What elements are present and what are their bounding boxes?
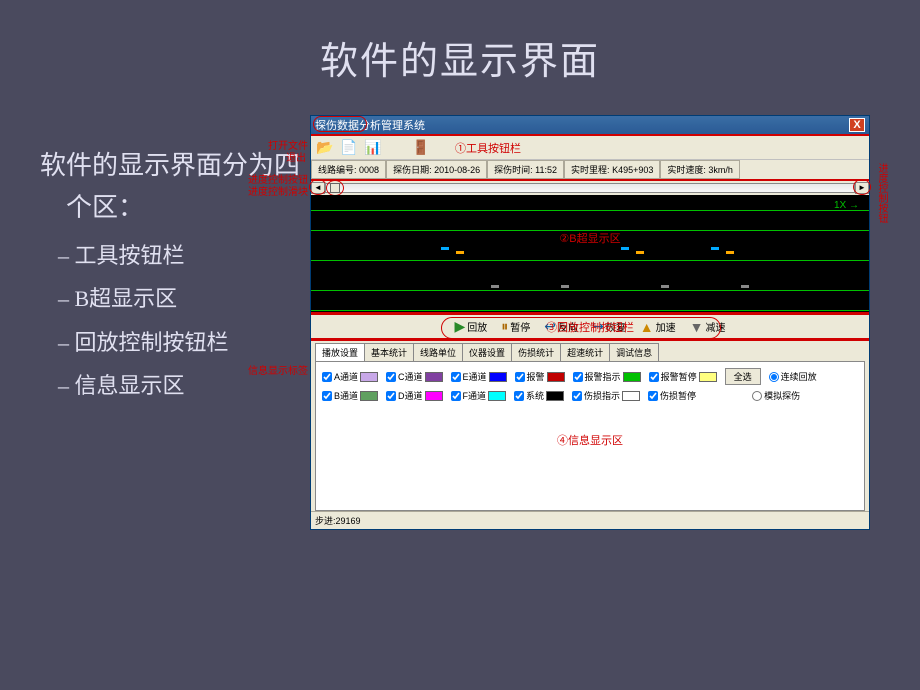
- tab[interactable]: 调试信息: [609, 343, 659, 361]
- channel-item[interactable]: E通道: [451, 370, 507, 383]
- channel-checkbox[interactable]: [322, 391, 332, 401]
- bscan-echo-mark: [636, 251, 644, 254]
- open-file-icon[interactable]: 📂: [315, 138, 335, 158]
- titlebar[interactable]: 探伤数据分析管理系统 X: [311, 116, 869, 134]
- bscan-echo-mark: [441, 247, 449, 250]
- line-no-cell: 线路编号: 0008: [311, 160, 386, 179]
- channel-checkbox[interactable]: [572, 391, 582, 401]
- channel-item[interactable]: 报警指示: [573, 370, 641, 383]
- channel-row: A通道 C通道 E通道报警报警指示报警暂停全选连续回放: [322, 368, 858, 385]
- info-area-annotation: ④信息显示区: [557, 432, 623, 448]
- close-button[interactable]: X: [849, 118, 865, 132]
- speed-cell: 实时速度: 3km/h: [660, 160, 740, 179]
- mileage-cell: 实时里程: K495+903: [564, 160, 660, 179]
- radio-continuous[interactable]: 连续回放: [769, 370, 817, 383]
- bullet-list: 工具按钮栏 B超显示区 回放控制按钮栏 信息显示区: [40, 238, 310, 403]
- playback-bar: ▶回放⏸暂停↩反向↪恢复▲加速▼减速 ③回放控制按钮栏: [311, 315, 869, 341]
- tab[interactable]: 仪器设置: [462, 343, 512, 361]
- channel-item[interactable]: 报警暂停: [649, 370, 717, 383]
- channel-checkbox[interactable]: [514, 391, 524, 401]
- bscan-echo-mark: [661, 285, 669, 288]
- anno-progress-slider: 进度控制滑块: [248, 183, 308, 198]
- bscan-gridline: [311, 290, 869, 291]
- tab[interactable]: 超速统计: [560, 343, 610, 361]
- document-icon[interactable]: 📄: [339, 138, 359, 158]
- channel-item[interactable]: F通道: [451, 389, 507, 402]
- tab[interactable]: 伤损统计: [511, 343, 561, 361]
- info-bar: 线路编号: 0008 探伤日期: 2010-08-26 探伤时间: 11:52 …: [311, 160, 869, 181]
- bscan-gridline: [311, 260, 869, 261]
- channel-checkbox[interactable]: [386, 391, 396, 401]
- channel-item[interactable]: 报警: [515, 370, 565, 383]
- channel-item[interactable]: D通道: [386, 389, 443, 402]
- channel-item[interactable]: 伤损暂停: [648, 389, 696, 402]
- channel-row: B通道 D通道 F通道系统伤损指示伤损暂停 模拟探伤: [322, 389, 858, 402]
- export-icon[interactable]: 📊: [363, 138, 383, 158]
- progress-track[interactable]: [325, 183, 855, 193]
- bscan-echo-mark: [741, 285, 749, 288]
- channel-checkbox[interactable]: [386, 372, 396, 382]
- channel-checkbox[interactable]: [451, 372, 461, 382]
- anno-progress-right: 进度控制按钮: [874, 163, 889, 223]
- bscan-echo-mark: [726, 251, 734, 254]
- bscan-echo-mark: [561, 285, 569, 288]
- bscan-echo-mark: [621, 247, 629, 250]
- channel-item[interactable]: 伤损指示: [572, 389, 640, 402]
- channel-checkbox[interactable]: [451, 391, 461, 401]
- anno-exit: 退出: [286, 149, 306, 164]
- statusbar: 步进:29169: [311, 511, 869, 529]
- circle-annotation: [853, 179, 871, 195]
- circle-annotation: [326, 180, 344, 196]
- toolbar: 📂 📄 📊 🚪 ①工具按钮栏: [311, 134, 869, 160]
- bullet-item: B超显示区: [80, 281, 310, 316]
- bscan-gridline: [311, 230, 869, 231]
- bullet-item: 回放控制按钮栏: [80, 325, 310, 360]
- tab[interactable]: 线路单位: [413, 343, 463, 361]
- tab[interactable]: 播放设置: [315, 343, 365, 361]
- anno-info-tabs: 信息显示标签: [248, 362, 308, 377]
- bscan-annotation: ②B超显示区: [559, 230, 620, 246]
- app-window: 探伤数据分析管理系统 X 📂 📄 📊 🚪 ①工具按钮栏 线路编号: 0008 探…: [310, 115, 870, 530]
- exit-icon[interactable]: 🚪: [411, 138, 431, 158]
- channel-item[interactable]: 系统: [514, 389, 564, 402]
- date-cell: 探伤日期: 2010-08-26: [386, 160, 487, 179]
- radio-simulate[interactable]: 模拟探伤: [752, 389, 800, 402]
- info-panel: A通道 C通道 E通道报警报警指示报警暂停全选连续回放 B通道 D通道 F通道系统伤损指…: [315, 361, 865, 511]
- bscan-area[interactable]: 1X → ②B超显示区: [311, 195, 869, 315]
- channel-checkbox[interactable]: [573, 372, 583, 382]
- bscan-echo-mark: [456, 251, 464, 254]
- circle-annotation: [441, 317, 721, 339]
- bscan-gridline: [311, 310, 869, 311]
- channel-checkbox[interactable]: [322, 372, 332, 382]
- time-cell: 探伤时间: 11:52: [487, 160, 564, 179]
- channel-item[interactable]: B通道: [322, 389, 378, 402]
- toolbar-annotation: ①工具按钮栏: [455, 140, 521, 156]
- channel-item[interactable]: A通道: [322, 370, 378, 383]
- channel-checkbox[interactable]: [515, 372, 525, 382]
- channel-checkbox[interactable]: [649, 372, 659, 382]
- screenshot-container: 打开文件 退出 进度控制按钮 进度控制滑块 进度控制按钮 信息显示标签 探伤数据…: [310, 115, 890, 530]
- tabs-row: 播放设置基本统计线路单位仪器设置伤损统计超速统计调试信息: [311, 341, 869, 361]
- progress-bar: ◄ ►: [311, 181, 869, 195]
- channel-checkbox[interactable]: [648, 391, 658, 401]
- tab[interactable]: 基本统计: [364, 343, 414, 361]
- bscan-gridline: [311, 210, 869, 211]
- slide-title: 软件的显示界面: [0, 0, 920, 85]
- bscan-echo-mark: [711, 247, 719, 250]
- circle-annotation: [313, 116, 367, 132]
- bscan-echo-mark: [491, 285, 499, 288]
- select-all-button[interactable]: 全选: [725, 368, 761, 385]
- channel-item[interactable]: C通道: [386, 370, 443, 383]
- bullet-item: 工具按钮栏: [80, 238, 310, 273]
